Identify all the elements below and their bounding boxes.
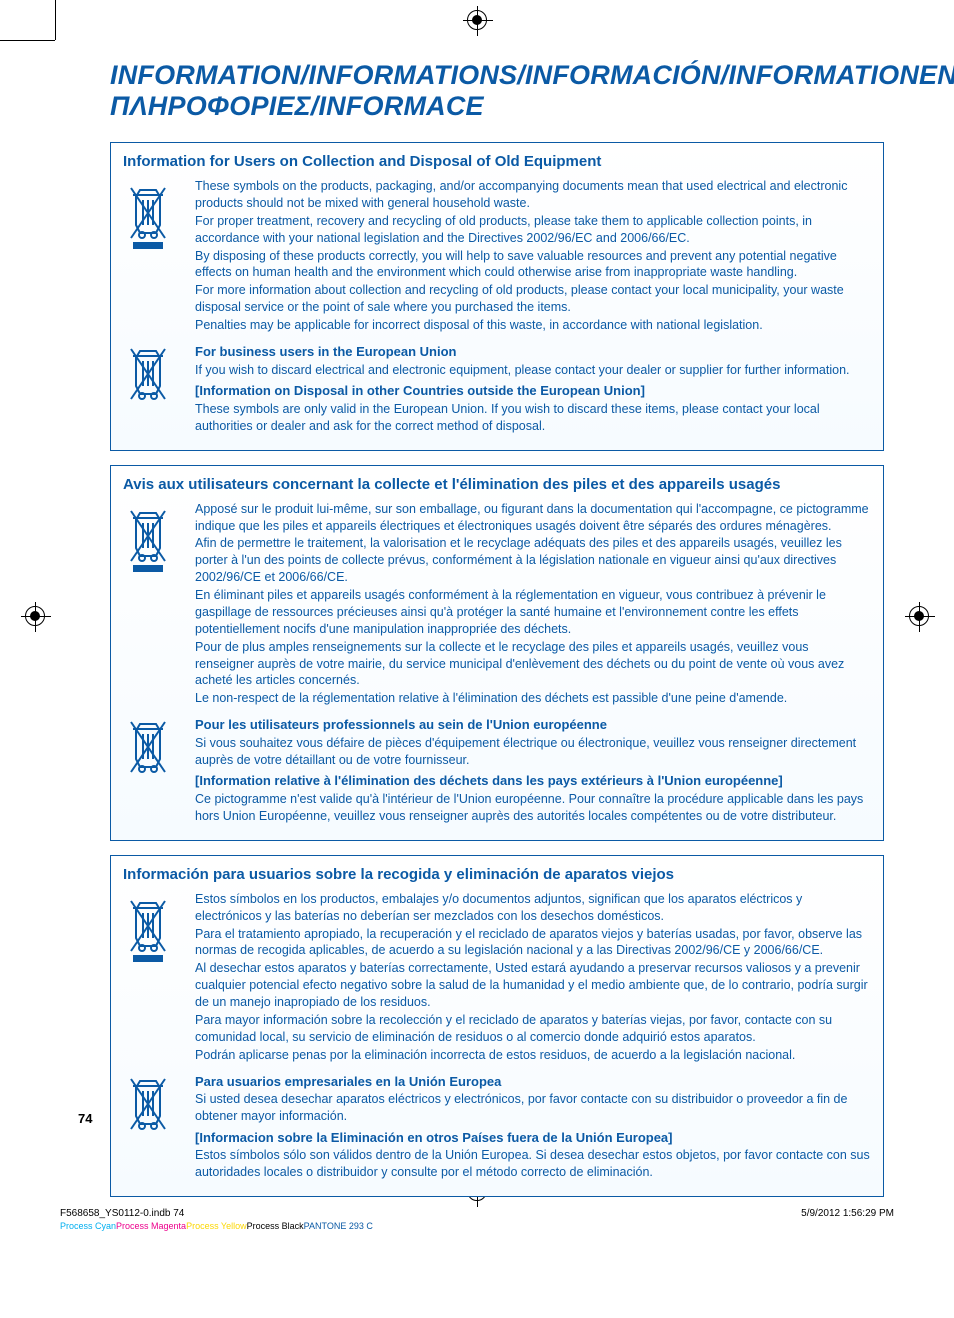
- weee-bin-icon: [123, 1071, 173, 1131]
- page-title: INFORMATION/INFORMATIONS/INFORMACIÓN/INF…: [110, 60, 844, 122]
- footer-date: 5/9/2012 1:56:29 PM: [801, 1208, 894, 1219]
- section-text: Para usuarios empresariales en la Unión …: [195, 1069, 871, 1183]
- section-text: For business users in the European Union…: [195, 339, 871, 436]
- weee-bin-bar-icon: [123, 503, 173, 573]
- weee-bin-bar-icon: [123, 893, 173, 963]
- page-number: 74: [78, 1111, 92, 1126]
- print-footer: F568658_YS0112-0.indb 74 5/9/2012 1:56:2…: [60, 1208, 894, 1219]
- section-text: Pour les utilisateurs professionnels au …: [195, 712, 871, 826]
- box-title: Información para usuarios sobre la recog…: [123, 866, 871, 883]
- footer-file: F568658_YS0112-0.indb 74: [60, 1208, 184, 1219]
- info-box-es: Información para usuarios sobre la recog…: [110, 855, 884, 1197]
- box-title: Avis aux utilisateurs concernant la coll…: [123, 476, 871, 493]
- info-box-fr: Avis aux utilisateurs concernant la coll…: [110, 465, 884, 841]
- process-colors: Process CyanProcess MagentaProcess Yello…: [60, 1221, 373, 1231]
- section-text: These symbols on the products, packaging…: [195, 178, 871, 335]
- weee-bin-icon: [123, 714, 173, 774]
- info-box-en: Information for Users on Collection and …: [110, 142, 884, 451]
- weee-bin-bar-icon: [123, 180, 173, 250]
- section-text: Apposé sur le produit lui-même, sur son …: [195, 501, 871, 709]
- box-title: Information for Users on Collection and …: [123, 153, 871, 170]
- weee-bin-icon: [123, 341, 173, 401]
- section-text: Estos símbolos en los productos, embalaj…: [195, 891, 871, 1065]
